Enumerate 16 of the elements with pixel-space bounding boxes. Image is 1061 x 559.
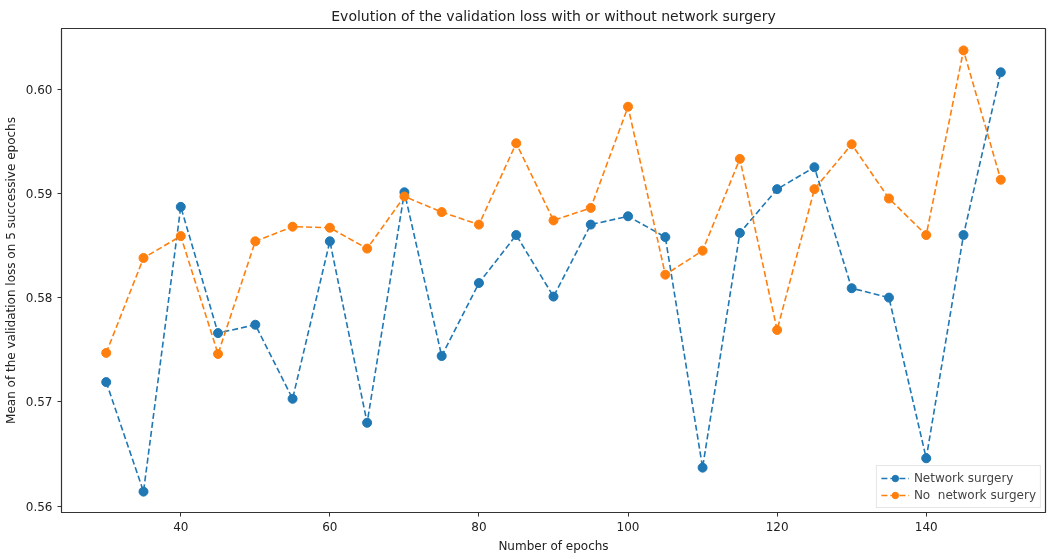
y-tick-label: 0.59 [25,186,53,201]
legend-label: No network surgery [913,487,1036,503]
x-tick-label: 120 [765,519,789,534]
x-tick-label: 100 [616,519,640,534]
y-axis-title: Mean of the validation loss on 5 successive epochs [3,117,18,424]
y-tick-label: 0.58 [25,291,53,306]
legend-label: Network surgery [913,470,1014,486]
x-tick-label: 80 [471,519,487,534]
y-tick-label: 0.60 [25,82,53,97]
x-tick-label: 40 [173,519,189,534]
x-tick-label: 140 [914,519,938,534]
chart-title: Evolution of the validation loss with or without network surgery [331,7,776,24]
y-tick-label: 0.57 [25,395,53,410]
x-axis-title: Number of epochs [498,538,609,553]
y-tick-label: 0.56 [25,499,53,514]
x-tick-label: 60 [322,519,338,534]
